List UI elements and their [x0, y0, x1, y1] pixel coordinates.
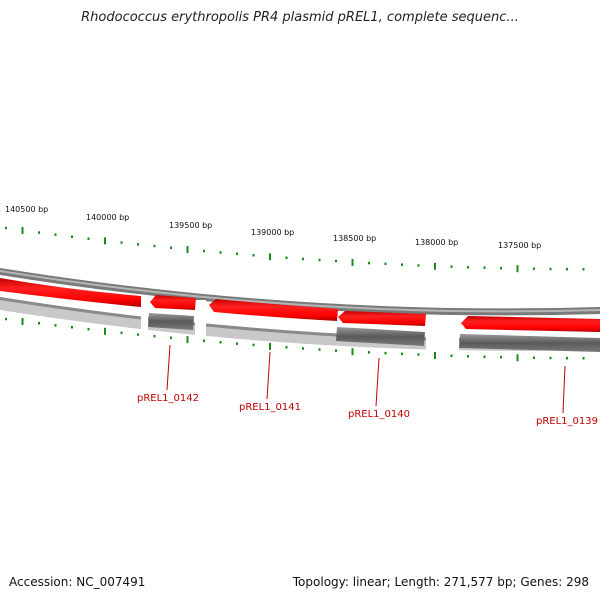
- track-gap: [141, 300, 148, 340]
- track-gap: [426, 315, 459, 355]
- scale-label: 140500 bp: [5, 205, 48, 214]
- track-dark-segment: [148, 313, 194, 330]
- gene-arrow: [338, 311, 426, 326]
- gene-arrow: [0, 278, 141, 307]
- scale-label: 140000 bp: [86, 213, 129, 222]
- gene-arrow: [209, 299, 338, 321]
- track-gap: [195, 300, 206, 340]
- gene-arrow: [461, 316, 600, 332]
- backbone-top-highlight: [0, 270, 600, 313]
- gene-label-leader: [266, 351, 271, 400]
- gene-label: pREL1_0139: [536, 416, 598, 427]
- page-title: Rhodococcus erythropolis PR4 plasmid pRE…: [81, 10, 519, 25]
- gene-label-leader: [562, 365, 566, 414]
- gene-label-leader: [375, 357, 380, 407]
- track-dark-segment: [459, 334, 600, 352]
- scale-label: 137500 bp: [498, 241, 541, 250]
- gene-label: pREL1_0142: [137, 393, 199, 404]
- scale-ticks-lower: [5, 317, 585, 362]
- gene-label-leader: [166, 344, 171, 391]
- accession-text: Accession: NC_007491: [9, 575, 146, 589]
- scale-label: 138500 bp: [333, 234, 376, 243]
- track-light-edge: [0, 297, 600, 342]
- gene-label: pREL1_0141: [239, 402, 301, 413]
- scale-label: 139000 bp: [251, 228, 294, 237]
- gene-arrow: [150, 295, 196, 310]
- gene-label: pREL1_0140: [348, 409, 410, 420]
- scale-ticks-upper: [5, 226, 585, 273]
- summary-text: Topology: linear; Length: 271,577 bp; Ge…: [292, 575, 589, 589]
- scale-label: 139500 bp: [169, 221, 212, 230]
- scale-label: 138000 bp: [415, 238, 458, 247]
- scale-labels: 140500 bp 140000 bp 139500 bp 139000 bp …: [5, 205, 541, 250]
- track-dark-segment: [336, 327, 425, 346]
